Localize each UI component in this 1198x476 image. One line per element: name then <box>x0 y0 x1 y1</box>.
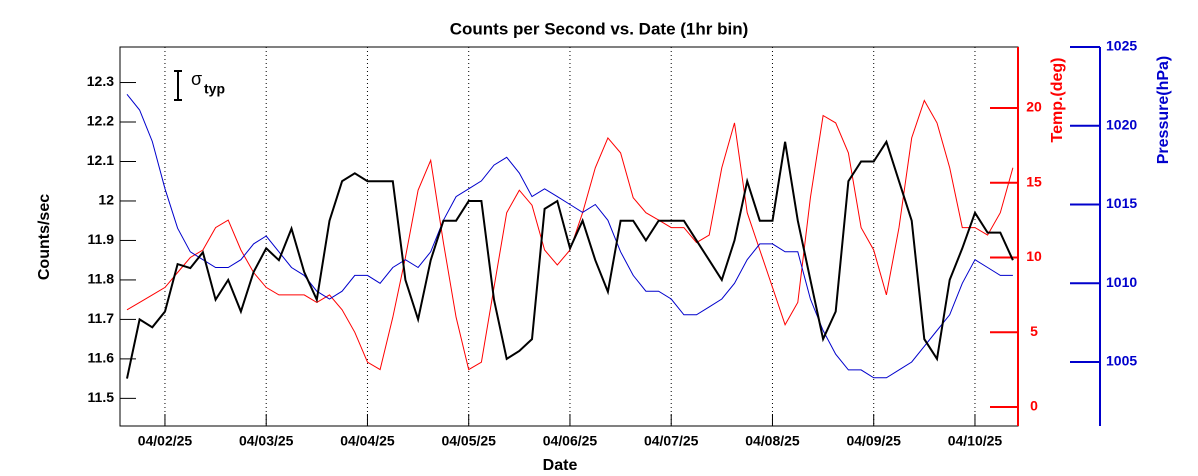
y2-tick-label: 20 <box>1026 99 1042 115</box>
y-tick-label: 12 <box>98 192 114 208</box>
y2-tick-label: 0 <box>1030 398 1038 414</box>
y-tick-label: 11.7 <box>88 310 115 326</box>
y3-tick-label: 1015 <box>1106 195 1137 211</box>
x-tick-label: 04/05/25 <box>441 433 496 449</box>
y-axis-title: Counts/sec <box>36 194 53 280</box>
sigma-subscript: typ <box>204 81 225 97</box>
y2-tick-label: 10 <box>1026 248 1042 264</box>
y3-tick-label: 1025 <box>1106 38 1137 54</box>
y2-axis-title: Temp.(deg) <box>1049 57 1066 142</box>
y-tick-label: 11.8 <box>88 271 115 287</box>
y3-tick-label: 1020 <box>1106 116 1137 132</box>
y3-axis-title: Pressure(hPa) <box>1155 56 1172 165</box>
y-tick-label: 12.3 <box>87 73 114 89</box>
series-line <box>126 139 1014 379</box>
y3-tick-label: 1010 <box>1106 274 1137 290</box>
x-axis-title: Date <box>543 457 578 474</box>
sigma-symbol: σ <box>191 69 202 89</box>
x-tick-label: 04/07/25 <box>644 433 699 449</box>
y-tick-label: 11.6 <box>88 350 115 366</box>
y-tick-label: 12.2 <box>87 113 114 129</box>
y2-tick-label: 5 <box>1030 323 1038 339</box>
x-tick-label: 04/04/25 <box>340 433 395 449</box>
x-tick-label: 04/06/25 <box>543 433 598 449</box>
y2-tick-label: 15 <box>1026 173 1042 189</box>
y3-tick-label: 1005 <box>1106 353 1137 369</box>
y-tick-label: 11.5 <box>88 389 115 405</box>
x-tick-label: 04/03/25 <box>239 433 294 449</box>
x-tick-label: 04/09/25 <box>846 433 901 449</box>
series-line <box>126 93 1013 379</box>
x-tick-label: 04/08/25 <box>745 433 800 449</box>
x-tick-label: 04/10/25 <box>948 433 1003 449</box>
sigma-annotation: σ typ <box>174 69 225 101</box>
y-tick-label: 11.9 <box>88 231 115 247</box>
x-tick-label: 04/02/25 <box>138 433 193 449</box>
chart-title: Counts per Second vs. Date (1hr bin) <box>450 19 749 38</box>
plot-frame <box>119 46 1019 427</box>
y-tick-label: 12.1 <box>87 152 114 168</box>
